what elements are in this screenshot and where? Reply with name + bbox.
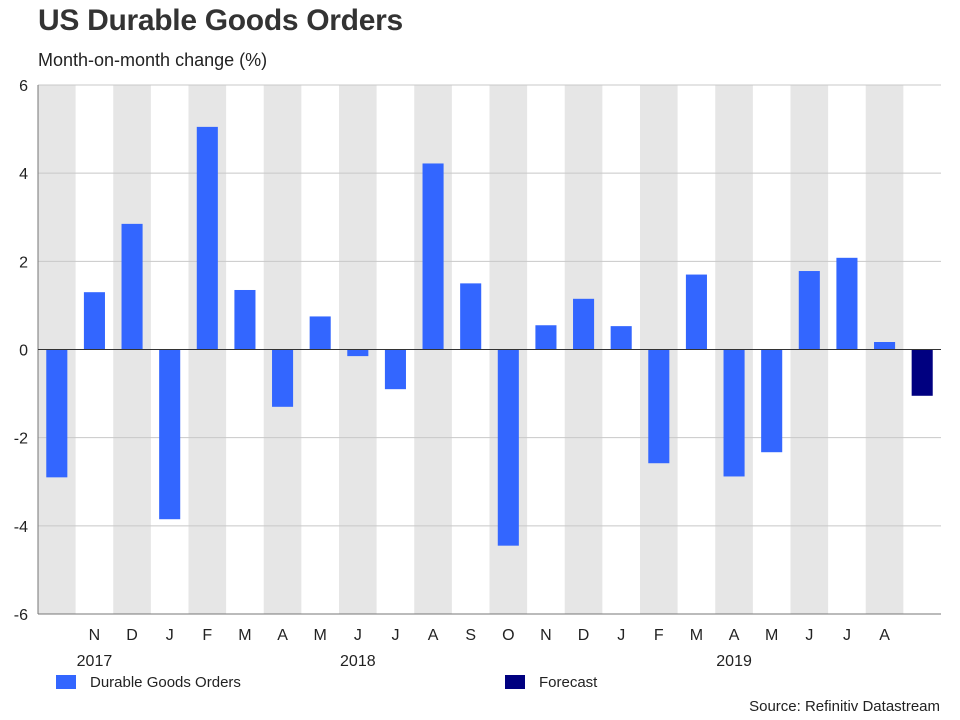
bar-forecast [911,349,933,396]
source-note: Source: Refinitiv Datastream [749,698,940,715]
legend-label-durable-goods: Durable Goods Orders [90,673,241,691]
bar-chart: 6 4 2 0 -2 -4 -6 N D J F M A M J J A S O N D J F M A M J J A 2017 2018… [14,78,941,670]
x-tick-label: M [765,627,778,644]
bar-durable-goods [836,257,858,350]
legend-swatch-forecast [505,675,525,689]
bar-durable-goods [761,349,783,453]
x-tick-label: F [202,627,212,644]
y-tick-label: -6 [14,607,28,624]
x-tick-label: A [277,627,288,644]
legend-item-durable-goods: Durable Goods Orders [56,673,241,691]
bar-durable-goods [610,326,632,350]
bar-durable-goods [196,126,218,350]
x-tick-label: J [805,627,813,644]
bar-durable-goods [384,349,406,390]
y-tick-label: 6 [19,78,28,95]
bar-durable-goods [573,298,595,350]
bar-durable-goods [46,349,68,478]
x-tick-label: M [238,627,251,644]
x-tick-label: N [89,627,101,644]
bar-durable-goods [159,349,181,520]
bar-durable-goods [234,289,256,350]
x-tick-label: J [617,627,625,644]
x-tick-label: A [428,627,439,644]
x-tick-label: M [690,627,703,644]
x-tick-label: D [126,627,138,644]
bar-durable-goods [497,349,519,546]
x-tick-label: F [654,627,664,644]
bar-durable-goods [798,271,820,350]
y-tick-label: 2 [19,254,28,271]
chart-subtitle: Month-on-month change (%) [38,50,268,70]
bar-durable-goods [272,349,294,407]
bar-durable-goods [460,283,482,350]
legend-swatch-durable-goods [56,675,76,689]
year-label: 2019 [716,653,752,670]
x-tick-label: J [843,627,851,644]
x-tick-label: J [166,627,174,644]
x-tick-label: A [729,627,740,644]
legend-item-forecast: Forecast [505,673,597,691]
bar-durable-goods [648,349,670,464]
bar-durable-goods [723,349,745,477]
y-tick-label: 0 [19,343,28,360]
year-label: 2018 [340,653,376,670]
x-tick-label: O [502,627,514,644]
x-tick-label: A [879,627,890,644]
legend-label-forecast: Forecast [539,673,598,691]
y-tick-label: -2 [14,431,28,448]
x-tick-label: S [465,627,476,644]
bar-durable-goods [121,223,143,350]
x-tick-label: N [540,627,552,644]
x-tick-label: D [578,627,590,644]
y-tick-label: 4 [19,166,28,183]
x-tick-label: J [391,627,399,644]
x-tick-label: M [314,627,327,644]
x-tick-label: J [354,627,362,644]
bar-durable-goods [83,292,105,350]
bar-durable-goods [685,274,707,350]
year-label: 2017 [77,653,113,670]
bar-durable-goods [874,342,896,350]
bar-durable-goods [309,316,331,350]
y-tick-label: -4 [14,519,28,536]
bar-durable-goods [422,163,444,350]
chart-title: US Durable Goods Orders [38,4,403,37]
bar-durable-goods [347,349,369,357]
bar-durable-goods [535,325,557,350]
